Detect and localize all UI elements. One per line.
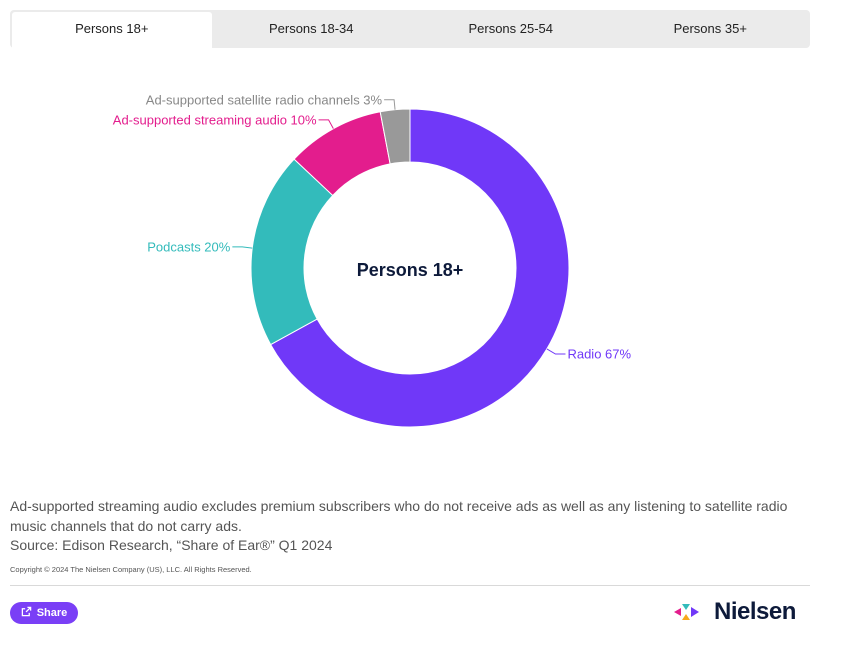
tab-persons-18-34[interactable]: Persons 18-34 <box>268 21 354 36</box>
leader-satellite-radio <box>384 99 396 110</box>
slice-radio[interactable] <box>269 108 570 428</box>
leader-podcasts <box>232 246 253 249</box>
divider <box>10 585 810 586</box>
label-radio: Radio 67% <box>567 347 631 362</box>
source-text: Source: Edison Research, “Share of Ear®”… <box>10 537 333 553</box>
nielsen-logo-mark <box>674 604 699 620</box>
copyright-text: Copyright © 2024 The Nielsen Company (US… <box>10 565 252 574</box>
share-icon <box>21 606 32 620</box>
tab-persons-35-plus[interactable]: Persons 35+ <box>673 21 747 36</box>
share-label: Share <box>36 607 68 619</box>
chart-notes: Ad-supported streaming audio excludes pr… <box>10 497 810 556</box>
label-podcasts: Podcasts 20% <box>147 239 231 254</box>
nielsen-logo-text: Nielsen <box>714 598 796 625</box>
share-button[interactable]: Share <box>10 602 78 624</box>
audience-tabs: Persons 18+ Persons 18-34 Persons 25-54 … <box>10 10 810 48</box>
tab-persons-25-54[interactable]: Persons 25-54 <box>468 21 554 36</box>
tab-persons-18-plus[interactable]: Persons 18+ <box>12 12 212 48</box>
leader-radio <box>546 348 566 355</box>
notes-text: Ad-supported streaming audio excludes pr… <box>10 498 788 534</box>
donut-chart: Radio 67% Podcasts 20% Ad-supported stream… <box>113 92 632 428</box>
label-satellite-radio: Ad-supported satellite radio channels 3% <box>146 92 383 107</box>
slice-satellite-radio[interactable] <box>379 108 411 165</box>
label-streaming-audio: Ad-supported streaming audio 10% <box>113 112 317 127</box>
nielsen-logo: Nielsen <box>672 598 796 626</box>
center-label: Persons 18+ <box>357 260 464 280</box>
leader-streaming-audio <box>318 119 334 129</box>
slice-podcasts[interactable] <box>250 158 334 346</box>
